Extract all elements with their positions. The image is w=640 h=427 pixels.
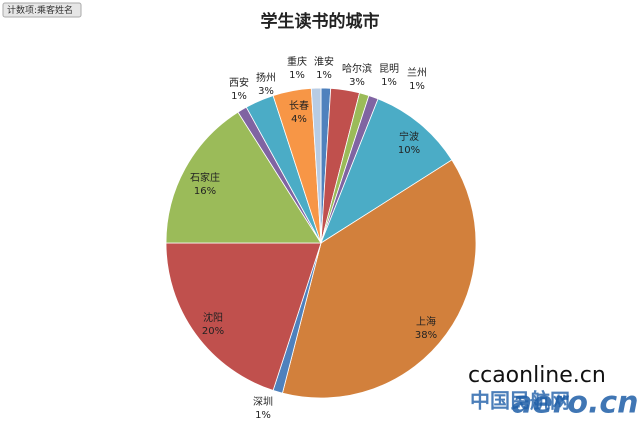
slice-label: 沈阳: [203, 311, 223, 324]
slice-label: 重庆: [287, 55, 307, 68]
field-button-label[interactable]: 计数项:乘客姓名: [7, 4, 73, 16]
watermark: 中国民航网: [470, 389, 570, 413]
slice-label: 淮安: [314, 55, 334, 68]
slice-value-label: 1%: [231, 91, 247, 102]
field-button[interactable]: [2, 2, 82, 18]
slice-value-label: 4%: [291, 114, 307, 125]
slice-label: 昆明: [379, 63, 399, 75]
slice-label: 深圳: [253, 396, 273, 408]
slice-value-label: 1%: [381, 77, 397, 88]
slice-label: 长春: [289, 100, 309, 112]
slice-value-label: 3%: [258, 86, 274, 97]
slice-value-label: 16%: [194, 186, 216, 197]
slice-value-label: 1%: [316, 70, 332, 81]
slice-label: 宁波: [399, 130, 419, 143]
chart-title: 学生读书的城市: [261, 11, 380, 32]
slice-value-label: 38%: [415, 330, 437, 341]
pie-slice: [165, 242, 322, 391]
pie-slice: [310, 87, 322, 244]
slice-label: 西安: [229, 76, 249, 89]
slice-label: 上海: [416, 315, 436, 328]
slice-value-label: 1%: [409, 81, 425, 92]
pie-slice: [165, 111, 322, 244]
slice-value-label: 1%: [255, 410, 271, 421]
pie-slice: [320, 98, 453, 244]
slice-label: 扬州: [256, 71, 276, 84]
slice-value-label: 20%: [202, 326, 224, 337]
slice-label: 石家庄: [190, 171, 220, 184]
slice-value-label: 10%: [398, 145, 420, 156]
slice-value-label: 3%: [349, 77, 365, 88]
slice-label: 兰州: [407, 66, 427, 79]
slice-label: 哈尔滨: [342, 62, 372, 75]
pie-slice: [281, 159, 477, 399]
watermark: ccaonline.cn: [468, 363, 606, 388]
watermark: aero.cn: [512, 386, 639, 421]
slice-value-label: 1%: [289, 70, 305, 81]
